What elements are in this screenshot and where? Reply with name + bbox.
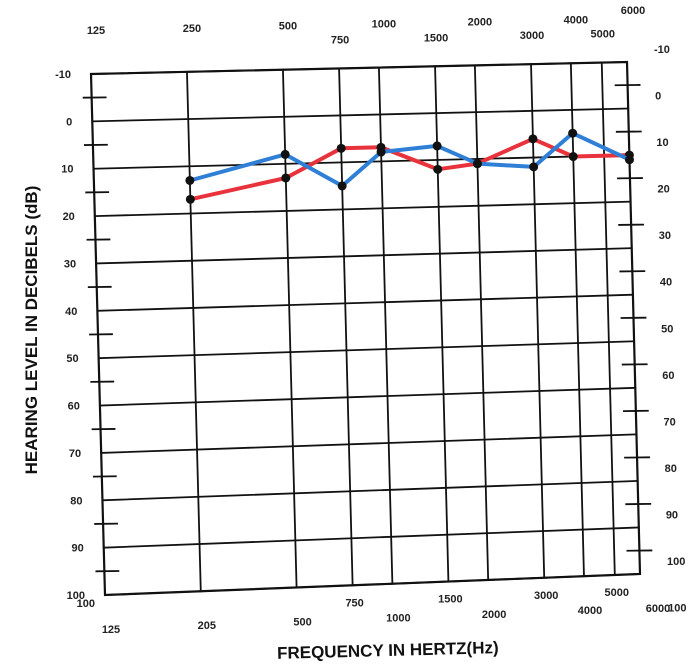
x-axis-title: FREQUENCY IN HERTZ(Hz) bbox=[277, 638, 499, 663]
data-point-marker bbox=[281, 173, 291, 183]
gridline-horizontal bbox=[100, 433, 638, 454]
chart-grid bbox=[82, 60, 653, 597]
gridline-vertical bbox=[282, 68, 298, 589]
top-tick-label: 1500 bbox=[424, 32, 448, 44]
top-tick-label: 2000 bbox=[468, 16, 492, 28]
top-tick-label: 500 bbox=[279, 21, 297, 33]
left-tick-label: 20 bbox=[63, 211, 75, 223]
data-point-marker bbox=[336, 143, 346, 153]
left-tick-label: 50 bbox=[66, 353, 78, 365]
gridline-vertical bbox=[600, 61, 616, 576]
right-tick-label: 80 bbox=[665, 463, 677, 475]
right-tick-label: 10 bbox=[656, 137, 668, 149]
y-axis-title: HEARING LEVEL IN DECIBELS (dB) bbox=[22, 186, 41, 475]
gridline-horizontal bbox=[98, 386, 637, 407]
gridline-vertical bbox=[569, 62, 585, 578]
left-tick-label: 60 bbox=[68, 401, 80, 413]
left-tick-label: 90 bbox=[71, 543, 83, 555]
data-point-marker bbox=[433, 164, 443, 174]
gridline-horizontal bbox=[91, 107, 630, 123]
bottom-tick-label: 1000 bbox=[386, 613, 410, 625]
top-tick-label: 3000 bbox=[520, 30, 544, 42]
right-decibel-labels: -10 0 10 20 30 40 50 60 70 80 90 100 100 bbox=[654, 44, 687, 615]
left-tick-label: 10 bbox=[61, 164, 73, 176]
data-point-marker bbox=[568, 128, 578, 138]
left-tick-label: 0 bbox=[66, 116, 72, 128]
left-tick-label: 70 bbox=[69, 448, 81, 460]
bottom-tick-label: 6000 bbox=[646, 603, 670, 615]
right-tick-label: 90 bbox=[666, 509, 678, 521]
right-tick-label: 100 bbox=[667, 556, 685, 568]
data-point-marker bbox=[185, 175, 195, 185]
left-tick-label: 30 bbox=[64, 258, 76, 270]
data-point-marker bbox=[185, 194, 195, 204]
data-point-marker bbox=[280, 149, 290, 159]
gridline-horizontal bbox=[90, 61, 628, 75]
data-point-marker bbox=[472, 159, 482, 169]
gridline-vertical bbox=[338, 67, 354, 587]
top-tick-label: 5000 bbox=[591, 29, 615, 41]
top-tick-label: 4000 bbox=[564, 14, 588, 26]
data-point-marker bbox=[529, 162, 539, 172]
top-frequency-labels: 125 250 500 1000 2000 4000 750 1500 3000 5000 6000 bbox=[87, 5, 645, 46]
bottom-tick-label: 4000 bbox=[578, 605, 602, 617]
bottom-tick-label: 5000 bbox=[605, 587, 629, 599]
data-point-marker bbox=[624, 155, 634, 165]
gridline-horizontal bbox=[102, 526, 640, 549]
bottom-tick-label: 1500 bbox=[438, 594, 462, 606]
right-tick-label: 70 bbox=[663, 416, 675, 428]
gridline-vertical bbox=[530, 63, 546, 579]
top-tick-label: 125 bbox=[87, 25, 105, 37]
top-tick-label: 750 bbox=[331, 34, 349, 46]
plot-frame bbox=[89, 60, 642, 597]
right-tick-label: 50 bbox=[661, 323, 673, 335]
series-layer bbox=[185, 128, 634, 204]
bottom-tick-label: 750 bbox=[345, 597, 363, 609]
data-point-marker bbox=[337, 181, 347, 191]
data-point-marker bbox=[528, 134, 538, 144]
gridline-vertical bbox=[473, 64, 490, 581]
data-point-marker bbox=[376, 147, 386, 157]
bottom-tick-label: 500 bbox=[293, 616, 311, 628]
bottom-frequency-labels: 125 205 500 1000 2000 4000 750 1500 3000 5000 6000 bbox=[102, 587, 670, 636]
right-tick-label: 100 bbox=[668, 603, 686, 615]
gridline-horizontal bbox=[97, 340, 636, 360]
right-tick-label: 0 bbox=[655, 91, 661, 103]
bottom-tick-label: 125 bbox=[102, 624, 120, 636]
gridline-horizontal bbox=[95, 247, 633, 265]
gridline-horizontal bbox=[93, 200, 632, 218]
bottom-tick-label: 2000 bbox=[482, 609, 506, 621]
left-tick-label: 100 bbox=[77, 598, 95, 610]
gridline-vertical bbox=[186, 70, 202, 593]
left-tick-label: 100 bbox=[67, 590, 85, 602]
top-tick-label: 6000 bbox=[621, 5, 645, 17]
left-tick-label: 40 bbox=[65, 306, 77, 318]
right-tick-label: 40 bbox=[660, 277, 672, 289]
right-tick-label: -10 bbox=[654, 44, 670, 56]
top-tick-label: 1000 bbox=[372, 19, 396, 31]
right-tick-label: 30 bbox=[659, 230, 671, 242]
left-tick-label: -10 bbox=[55, 69, 71, 81]
bottom-tick-label: 3000 bbox=[534, 590, 558, 602]
data-point-marker bbox=[568, 152, 578, 162]
data-point-marker bbox=[432, 141, 442, 151]
gridline-vertical bbox=[434, 65, 450, 583]
gridline-horizontal bbox=[101, 479, 639, 502]
left-tick-label: 80 bbox=[70, 495, 82, 507]
gridline-horizontal bbox=[104, 573, 641, 596]
gridline-horizontal bbox=[92, 154, 631, 170]
right-tick-label: 20 bbox=[658, 184, 670, 196]
top-tick-label: 250 bbox=[183, 23, 201, 35]
bottom-tick-label: 205 bbox=[198, 620, 216, 632]
right-tick-label: 60 bbox=[662, 370, 674, 382]
gridline-horizontal bbox=[96, 293, 634, 312]
